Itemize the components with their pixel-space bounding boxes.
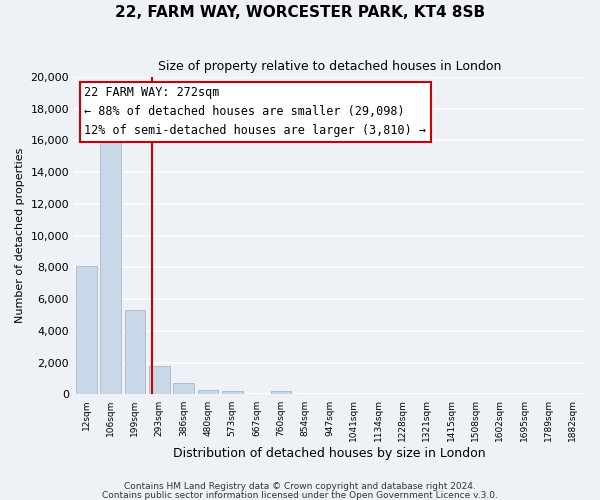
Bar: [149, 366, 170, 394]
Bar: [76, 266, 97, 394]
X-axis label: Distribution of detached houses by size in London: Distribution of detached houses by size …: [173, 447, 486, 460]
Bar: [222, 392, 242, 394]
Title: Size of property relative to detached houses in London: Size of property relative to detached ho…: [158, 60, 501, 73]
Y-axis label: Number of detached properties: Number of detached properties: [15, 148, 25, 324]
Text: Contains HM Land Registry data © Crown copyright and database right 2024.: Contains HM Land Registry data © Crown c…: [124, 482, 476, 491]
Bar: [125, 310, 145, 394]
Bar: [197, 390, 218, 394]
Bar: [173, 382, 194, 394]
Text: 22, FARM WAY, WORCESTER PARK, KT4 8SB: 22, FARM WAY, WORCESTER PARK, KT4 8SB: [115, 5, 485, 20]
Bar: [100, 132, 121, 394]
Bar: [271, 392, 291, 394]
Text: 22 FARM WAY: 272sqm
← 88% of detached houses are smaller (29,098)
12% of semi-de: 22 FARM WAY: 272sqm ← 88% of detached ho…: [84, 86, 426, 138]
Text: Contains public sector information licensed under the Open Government Licence v.: Contains public sector information licen…: [102, 490, 498, 500]
